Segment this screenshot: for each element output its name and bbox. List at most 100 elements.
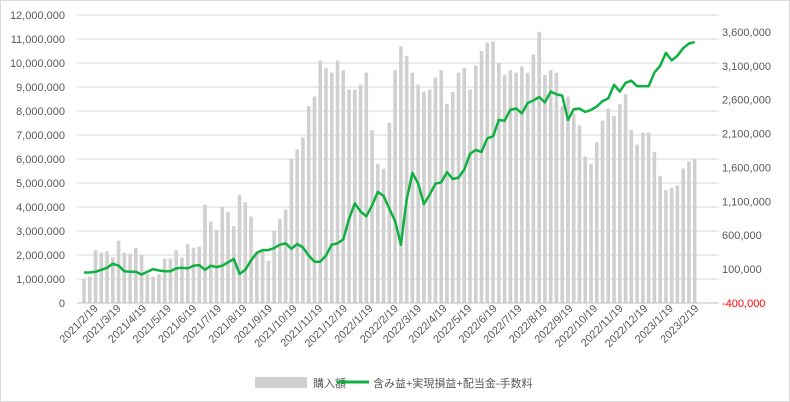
- bar: [491, 41, 495, 304]
- bar: [508, 70, 513, 303]
- bar: [589, 163, 593, 303]
- bar: [433, 77, 438, 304]
- bar: [295, 149, 299, 303]
- bar: [255, 252, 259, 303]
- bar: [393, 70, 397, 303]
- bar: [260, 250, 265, 303]
- bar: [116, 240, 121, 303]
- left-tick-label: 0: [59, 298, 65, 310]
- bar: [502, 75, 507, 303]
- bar: [185, 244, 190, 303]
- bar: [577, 125, 582, 304]
- bar: [404, 55, 409, 303]
- bar: [318, 60, 323, 303]
- bar: [497, 63, 501, 303]
- bar: [612, 115, 616, 303]
- bar: [531, 54, 536, 303]
- bar: [358, 84, 363, 303]
- left-tick-label: 2,000,000: [16, 250, 65, 262]
- left-tick-label: 6,000,000: [16, 154, 65, 166]
- legend-swatch-bar: [255, 377, 307, 388]
- bar: [652, 151, 657, 303]
- bar: [99, 252, 104, 303]
- bar: [82, 279, 86, 303]
- left-tick-label: 9,000,000: [16, 82, 65, 94]
- bar: [445, 103, 449, 303]
- bar: [473, 65, 478, 304]
- x-axis: 2021/2/192021/3/192021/4/192021/5/192021…: [58, 302, 719, 350]
- bar: [324, 67, 328, 303]
- bar: [687, 161, 691, 303]
- bar: [422, 91, 426, 303]
- bar: [669, 187, 674, 303]
- right-tick-label: 1,100,000: [722, 196, 771, 208]
- left-tick-label: 4,000,000: [16, 202, 65, 214]
- bar: [525, 72, 530, 303]
- left-tick-label: 8,000,000: [16, 106, 65, 118]
- left-tick-label: 7,000,000: [16, 130, 65, 142]
- bar: [485, 42, 490, 303]
- bar: [387, 123, 392, 303]
- bar: [203, 204, 207, 303]
- bar: [554, 72, 559, 303]
- bar: [301, 137, 305, 303]
- bar: [232, 226, 236, 303]
- bar: [278, 219, 282, 303]
- bar: [548, 70, 553, 303]
- bar: [692, 159, 697, 303]
- bar: [583, 156, 588, 303]
- bar: [462, 67, 467, 303]
- right-tick-label: -400,000: [722, 298, 765, 310]
- bar: [134, 247, 138, 303]
- legend: 購入額 含み益+実現損益+配当金-手数料: [255, 376, 533, 390]
- bar: [162, 258, 167, 303]
- bar: [410, 72, 415, 303]
- bar: [93, 250, 98, 303]
- bar: [237, 195, 242, 303]
- bar: [128, 253, 132, 303]
- bar: [243, 202, 248, 303]
- bar: [399, 46, 403, 303]
- left-tick-label: 12,000,000: [10, 10, 65, 22]
- bar: [341, 70, 346, 303]
- bar: [312, 96, 317, 303]
- bar: [520, 66, 524, 303]
- bar-series: [82, 31, 697, 304]
- bar: [646, 132, 651, 303]
- legend-label-line: 含み益+実現損益+配当金-手数料: [373, 376, 533, 390]
- gridlines: [77, 14, 719, 304]
- bar: [618, 103, 622, 303]
- bar: [514, 72, 518, 303]
- bar: [468, 89, 472, 304]
- bar: [594, 142, 599, 303]
- right-tick-label: 1,600,000: [722, 162, 771, 174]
- bar: [600, 120, 605, 303]
- left-tick-label: 11,000,000: [11, 34, 65, 46]
- bar: [537, 31, 541, 304]
- bar: [87, 276, 92, 303]
- bar: [157, 274, 161, 303]
- bar: [364, 72, 369, 303]
- bar: [329, 72, 334, 303]
- bar: [289, 159, 294, 303]
- left-tick-label: 1,000,000: [16, 274, 65, 286]
- right-tick-label: 100,000: [722, 264, 762, 276]
- right-tick-label: 2,100,000: [722, 129, 771, 141]
- bar: [641, 132, 645, 303]
- bar: [629, 130, 634, 303]
- bar: [191, 247, 196, 303]
- bar: [272, 231, 276, 303]
- bar: [180, 257, 184, 303]
- legend-label-bar: 購入額: [313, 376, 346, 390]
- bar: [335, 60, 340, 303]
- left-tick-label: 5,000,000: [16, 178, 65, 190]
- bar: [606, 108, 611, 303]
- bar: [174, 250, 178, 303]
- right-tick-label: 2,600,000: [722, 95, 771, 107]
- left-tick-label: 10,000,000: [10, 58, 65, 70]
- bar: [353, 89, 357, 304]
- bar: [416, 84, 420, 303]
- bar: [664, 190, 668, 303]
- bar: [658, 175, 662, 303]
